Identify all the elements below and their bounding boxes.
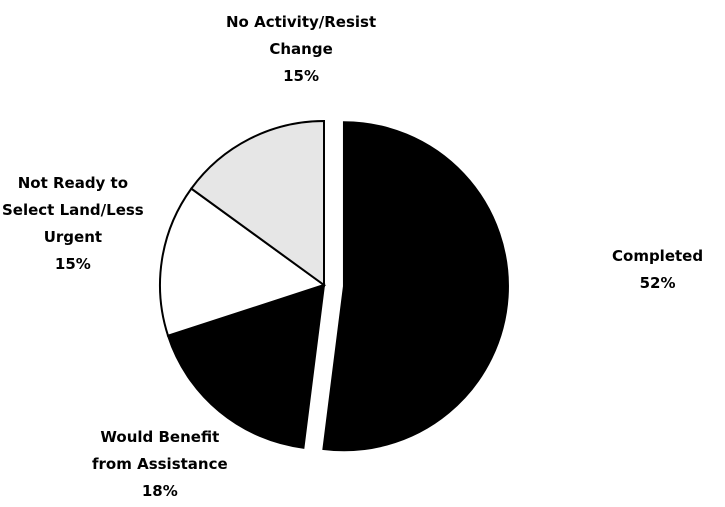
pie-slice-completed bbox=[322, 121, 509, 452]
label-not-ready-line-1: Not Ready to bbox=[17, 174, 129, 192]
label-not-ready-line-3: Urgent bbox=[43, 228, 103, 246]
label-would-benefit-percent: 18% bbox=[141, 482, 178, 500]
label-not-ready: Not Ready to Select Land/Less Urgent 15% bbox=[2, 170, 144, 278]
label-completed-line-1: Completed bbox=[612, 247, 704, 265]
label-no-activity-line-1: No Activity/Resist bbox=[226, 13, 377, 31]
label-would-benefit-line-2: from Assistance bbox=[92, 455, 228, 473]
label-would-benefit: Would Benefit from Assistance 18% bbox=[92, 424, 228, 505]
label-completed: Completed 52% bbox=[612, 243, 703, 297]
label-not-ready-line-2: Select Land/Less bbox=[2, 201, 144, 219]
label-no-activity-line-2: Change bbox=[269, 40, 333, 58]
pie-slice-not-ready-to-select-land-less-urgent bbox=[159, 187, 327, 337]
pie-slice-no-activity-resist-change bbox=[189, 119, 325, 287]
label-would-benefit-line-1: Would Benefit bbox=[100, 428, 220, 446]
label-completed-percent: 52% bbox=[639, 274, 676, 292]
label-no-activity: No Activity/Resist Change 15% bbox=[226, 9, 376, 90]
label-not-ready-percent: 15% bbox=[54, 255, 91, 273]
pie-slice-would-benefit-from-assistance bbox=[166, 283, 326, 449]
label-no-activity-percent: 15% bbox=[283, 67, 320, 85]
